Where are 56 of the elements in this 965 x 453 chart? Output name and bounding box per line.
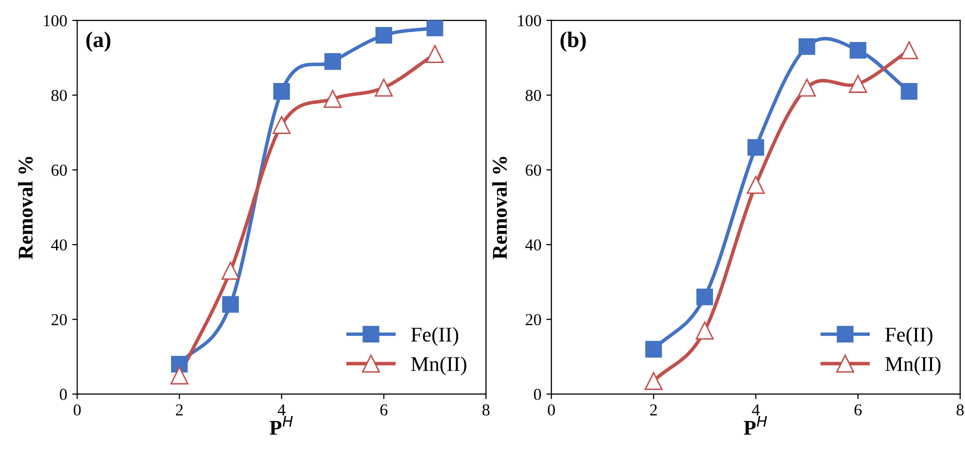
x-tick-label: 6 <box>380 404 388 416</box>
point <box>171 356 188 373</box>
x-tick-label: 6 <box>854 404 862 416</box>
x-tick-label: 4 <box>752 404 760 416</box>
x-tick-label: 2 <box>650 404 657 416</box>
point <box>324 53 342 70</box>
y-tick-label: 100 <box>44 15 67 26</box>
point <box>798 38 816 55</box>
point <box>644 372 663 390</box>
y-tick-label: 100 <box>518 15 542 26</box>
legend-label: Mn(II) <box>411 356 466 376</box>
point <box>170 366 188 384</box>
x-tick-label: 8 <box>956 404 964 416</box>
point <box>324 90 342 108</box>
point <box>426 20 444 36</box>
point <box>746 176 765 194</box>
legend-label: Fe(II) <box>885 327 932 346</box>
x-tick-label: 0 <box>74 404 81 416</box>
y-tick-label: 40 <box>51 239 67 251</box>
y-tick-label: 60 <box>52 164 67 176</box>
point <box>221 262 240 280</box>
y-tick-label: 0 <box>60 388 67 400</box>
legend-label: Fe(II) <box>411 327 458 346</box>
point <box>272 116 291 134</box>
y-tick-label: 20 <box>52 314 67 326</box>
y-tick-label: 80 <box>526 90 542 102</box>
point <box>696 288 714 306</box>
point <box>848 74 868 93</box>
chart-title: (b) <box>560 32 586 52</box>
point <box>375 27 392 44</box>
x-tick-label: 0 <box>548 404 555 416</box>
y-tick-label: 0 <box>534 388 542 400</box>
point <box>426 44 444 64</box>
y-tick-label: 60 <box>526 164 542 176</box>
x-axis-title: P$^{H}$ <box>744 416 767 435</box>
y-tick-label: 40 <box>525 239 542 251</box>
y-tick-label: 80 <box>51 90 67 102</box>
x-axis-title: P$^{H}$ <box>270 416 293 435</box>
point <box>850 42 866 59</box>
point <box>798 78 816 97</box>
x-tick-label: 8 <box>482 404 490 416</box>
y-tick-label: 20 <box>526 314 542 326</box>
y-axis-title: Removal % <box>18 156 33 260</box>
legend-label: Mn(II) <box>885 356 941 376</box>
point <box>273 83 290 100</box>
point <box>900 41 918 60</box>
point <box>747 139 764 156</box>
x-tick-label: 2 <box>176 404 183 416</box>
point <box>222 296 239 313</box>
point <box>696 322 714 340</box>
x-tick-label: 4 <box>278 404 286 416</box>
point <box>374 78 393 97</box>
y-axis-title: Removal % <box>492 156 507 260</box>
point <box>645 340 662 358</box>
point <box>900 83 918 100</box>
chart-title: (a) <box>86 32 110 52</box>
